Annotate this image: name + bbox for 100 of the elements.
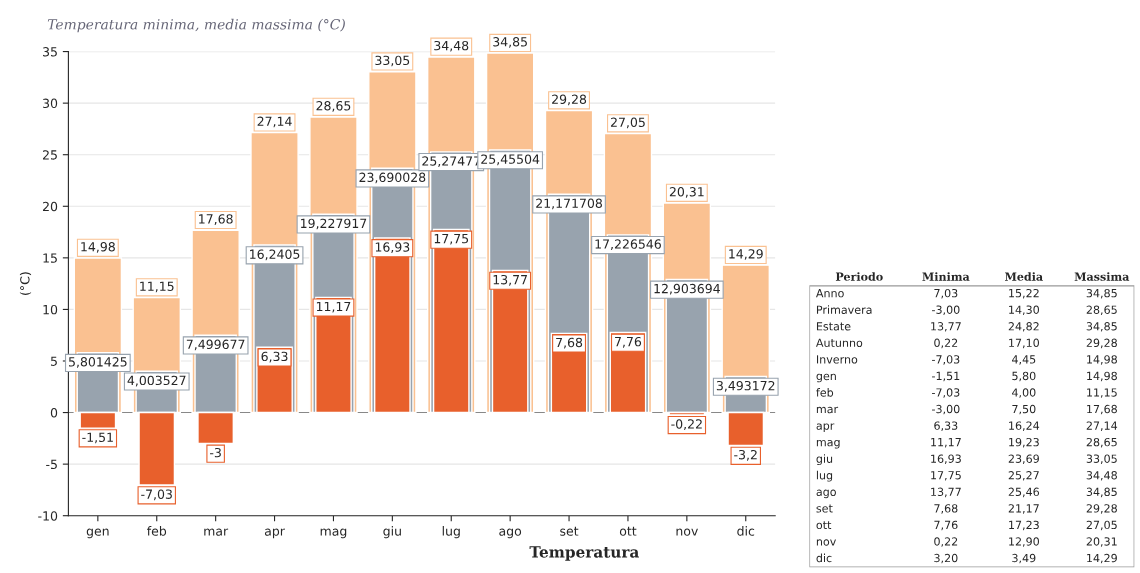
category-label: nov (816, 539, 836, 546)
category-label: Inverno (816, 355, 858, 364)
text: 7,50 (1012, 404, 1036, 415)
y-tick-label: 30 (43, 98, 58, 109)
text: 11,15 (1087, 388, 1117, 398)
data-label: 17,226546 (595, 239, 661, 250)
x-tick-label: nov (676, 528, 698, 536)
category-label: feb (816, 388, 834, 397)
text: 25,46 (1008, 487, 1040, 498)
x-tick-label: ott (619, 526, 637, 536)
data-label: -3,2 (734, 449, 757, 461)
category-label: Estate (816, 322, 851, 331)
text: 7,76 (934, 520, 958, 531)
text: -1,51 (932, 371, 960, 382)
x-tick-label: apr (264, 528, 285, 539)
category-label: Periodo (835, 272, 883, 281)
text: 4,45 (1012, 355, 1036, 365)
text: 24,82 (1008, 322, 1039, 332)
text: 23,69 (1008, 454, 1039, 465)
text: 16,24 (1009, 421, 1040, 431)
text: -3,00 (932, 404, 960, 415)
text: Temperatura (529, 546, 639, 561)
data-label: -7,03 (141, 489, 172, 501)
y-tick-label: 35 (43, 47, 57, 57)
text: 28,65 (1086, 305, 1117, 316)
text: 5,80 (1012, 371, 1036, 382)
x-tick-label: ago (499, 528, 522, 539)
data-label: 27,05 (610, 117, 645, 129)
text: 6,33 (934, 421, 958, 431)
text: 17,10 (1009, 338, 1039, 349)
data-label: 16,93 (375, 242, 410, 254)
y-tick-label: 0 (50, 408, 58, 418)
category-label: Anno (815, 289, 844, 298)
x-tick-label: lug (442, 526, 460, 539)
data-label: 28,65 (316, 101, 351, 112)
data-label: 4,003527 (127, 375, 186, 387)
data-label: 6,33 (261, 351, 288, 363)
data-label: 14,29 (729, 249, 763, 260)
category-label: Primavera (816, 305, 872, 314)
category-label: apr (816, 423, 835, 432)
text: 11,17 (931, 438, 961, 448)
text: -7,03 (932, 388, 960, 398)
x-tick-label: mag (320, 528, 347, 539)
text: 28,65 (1086, 437, 1117, 448)
data-label: 3,493172 (716, 380, 775, 392)
y-tick-label: 10 (43, 304, 58, 315)
text: 7,68 (934, 504, 958, 514)
data-label: 7,68 (556, 337, 583, 349)
data-label: 21,171708 (536, 198, 602, 210)
y-tick-label: 25 (42, 150, 57, 160)
category-label: dic (816, 553, 832, 563)
category-label: mag (816, 439, 840, 449)
text: 17,75 (931, 471, 961, 481)
chart-title: Temperatura minima, media massima (°C) (47, 18, 345, 33)
text: 21,17 (1008, 504, 1039, 514)
data-label: 34,48 (434, 40, 469, 52)
text: 20,31 (1086, 537, 1117, 547)
text: 14,30 (1009, 305, 1039, 316)
x-tick-label: set (560, 526, 579, 536)
text: 29,28 (1086, 338, 1117, 349)
data-label: 7,76 (615, 336, 642, 348)
text: 29,28 (1086, 504, 1117, 514)
y-tick-label: -10 (38, 511, 58, 521)
data-label: 25,45504 (481, 154, 540, 166)
data-label: -1,51 (82, 432, 113, 444)
category-label: Autunno (815, 338, 863, 348)
data-label: -3 (210, 447, 221, 458)
text: 34,85 (1086, 322, 1117, 332)
text: 34,85 (1086, 288, 1117, 299)
category-label: giu (816, 454, 833, 466)
category-label: Massima (1074, 272, 1130, 281)
text: 14,98 (1087, 355, 1117, 365)
y-axis-title: (°C) (19, 272, 32, 295)
data-label: 33,05 (375, 55, 410, 67)
y-tick-label: 15 (43, 253, 57, 263)
data-label: 20,31 (669, 187, 704, 198)
y-tick-label: 20 (42, 201, 58, 212)
text: 3,20 (934, 553, 958, 564)
category-label: gen (816, 373, 836, 383)
text: -7,03 (932, 355, 960, 365)
text: 17,23 (1009, 520, 1039, 531)
data-label: 34,85 (493, 37, 527, 48)
category-label: lug (816, 470, 833, 482)
data-label: 5,801425 (68, 357, 127, 368)
data-label: 12,903694 (654, 283, 720, 295)
x-tick-label: feb (147, 526, 167, 536)
y-tick-label: -5 (46, 459, 57, 470)
text: 27,14 (1086, 421, 1118, 431)
data-label: 19,227917 (301, 218, 367, 230)
text: 7,03 (934, 288, 958, 299)
text: 0,22 (934, 537, 958, 547)
data-label: 17,75 (434, 234, 469, 245)
data-label: 17,68 (199, 214, 233, 225)
data-label: 11,17 (316, 301, 351, 313)
text: -3,00 (932, 305, 960, 316)
category-label: mar (816, 406, 839, 414)
data-label: 25,27477 (422, 156, 480, 167)
text: 34,48 (1086, 471, 1117, 481)
category-label: Media (1005, 272, 1043, 281)
text: 33,05 (1086, 454, 1117, 465)
